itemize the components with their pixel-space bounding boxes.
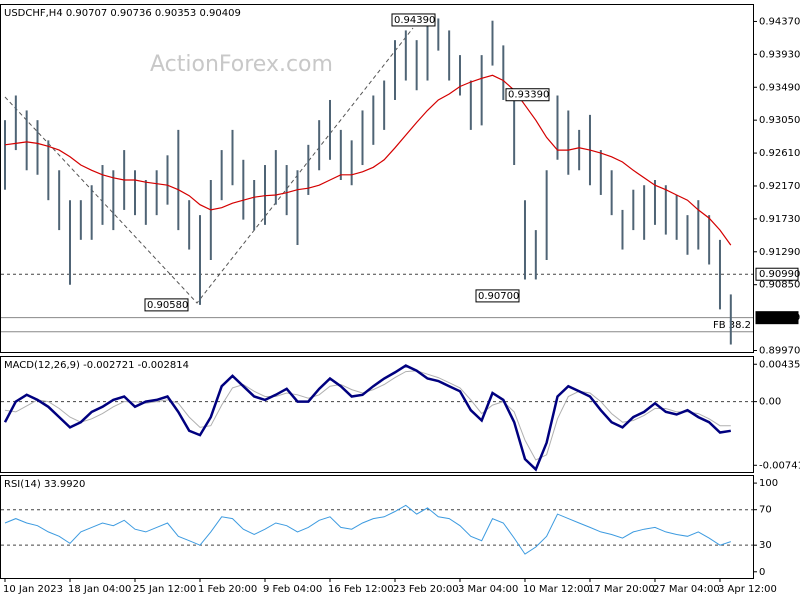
x-tick-label: 1 Feb 20:00 <box>198 584 257 595</box>
y-tick-label: 0.91730 <box>759 214 800 225</box>
y-tick-label: 0.91290 <box>759 247 800 258</box>
annotation-label: 0.93390 <box>508 90 549 101</box>
annotation-box <box>391 13 436 27</box>
annotation-box <box>144 298 189 312</box>
level-label-box <box>755 311 799 325</box>
y-tick-label: -0.007417 <box>759 460 800 471</box>
annotation-label: 0.90700 <box>478 291 519 302</box>
y-tick-label: 0.93490 <box>759 82 800 93</box>
rsi-panel <box>0 475 754 579</box>
panel-title: MACD(12,26,9) -0.002721 -0.002814 <box>4 360 189 371</box>
indicator-line <box>3 364 731 472</box>
y-tick-label: 0.92610 <box>759 148 800 159</box>
fib-label: FB 38.2 <box>713 320 751 331</box>
annotation-label: 0.94390 <box>394 15 435 26</box>
y-tick-label: 0 <box>759 567 765 578</box>
annotation-box <box>475 289 520 303</box>
level-label: 0.90990 <box>759 269 800 280</box>
y-tick-label: 0.89970 <box>759 346 800 357</box>
x-tick-label: 3 Apr 12:00 <box>718 584 777 595</box>
y-tick-label: 0.90850 <box>759 280 800 291</box>
annotation-box <box>505 88 550 102</box>
y-tick-label: 0.93930 <box>759 49 800 60</box>
y-tick-label: 70 <box>759 505 772 516</box>
y-tick-label: 0.92170 <box>759 181 800 192</box>
y-tick-label: 100 <box>759 478 778 489</box>
x-tick-label: 27 Mar 04:00 <box>653 584 720 595</box>
x-tick-label: 10 Mar 12:00 <box>523 584 590 595</box>
x-tick-label: 17 Mar 20:00 <box>588 584 655 595</box>
x-tick-label: 18 Jan 04:00 <box>68 584 131 595</box>
y-tick-label: 30 <box>759 540 772 551</box>
macd-panel <box>0 356 754 473</box>
y-tick-label: 0.00 <box>759 397 781 408</box>
level-label: 0.90409 <box>759 313 800 324</box>
trend-line <box>4 27 414 304</box>
price-panel <box>0 4 754 353</box>
watermark: ActionForex.com <box>150 52 333 77</box>
annotation-label: 0.90580 <box>147 300 188 311</box>
x-tick-label: 16 Feb 12:00 <box>328 584 394 595</box>
x-tick-label: 25 Jan 12:00 <box>133 584 196 595</box>
x-tick-label: 9 Feb 04:00 <box>263 584 322 595</box>
level-label-box <box>755 267 799 281</box>
y-tick-label: 0.94370 <box>759 16 800 27</box>
y-tick-label: 0.93050 <box>759 115 800 126</box>
x-tick-label: 23 Feb 20:00 <box>393 584 459 595</box>
x-tick-label: 10 Jan 2023 <box>3 584 63 595</box>
moving-average <box>4 74 732 246</box>
x-tick-label: 3 Mar 04:00 <box>458 584 518 595</box>
indicator-line <box>4 504 731 555</box>
panel-title: USDCHF,H4 0.90707 0.90736 0.90353 0.9040… <box>4 8 241 19</box>
y-tick-label: 0.004354 <box>759 359 800 370</box>
panel-title: RSI(14) 33.9920 <box>4 479 85 490</box>
